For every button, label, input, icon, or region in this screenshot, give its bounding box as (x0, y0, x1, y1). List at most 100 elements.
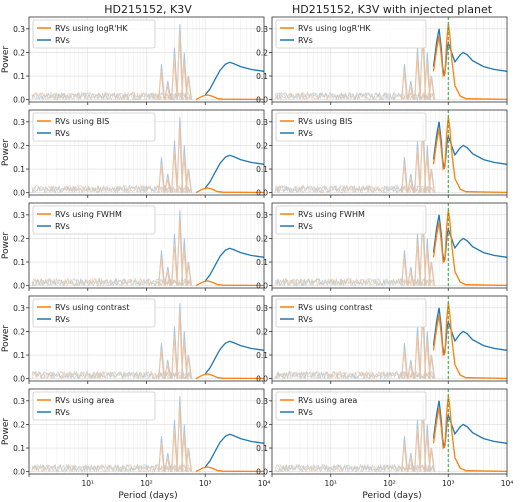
legend: RVs using logR'HK RVs (275, 19, 427, 49)
series-indicator-line (195, 466, 265, 473)
legend-label: RVs using BIS (55, 117, 109, 126)
series-indicator-line (195, 280, 265, 287)
legend-box (275, 391, 427, 421)
faded-peak-orange (164, 85, 171, 100)
panel-2-0: 0.0 0.1 0.2 0.3 Power RVs using FWHM RVs (1, 202, 265, 291)
faded-peak-orange (158, 443, 165, 472)
y-tick-label: 0.1 (13, 351, 25, 360)
series-indicator-line (195, 373, 265, 380)
x-tick-label: 10⁴ (258, 479, 271, 488)
faded-peak-orange (158, 350, 165, 379)
faded-peak-orange (428, 168, 435, 193)
col-title-left: HD215152, K3V (104, 3, 192, 16)
y-tick-label: 0.0 (256, 96, 268, 105)
faded-peak-orange (176, 33, 183, 100)
faded-peak-orange (171, 429, 178, 472)
y-tick-label: 0.3 (13, 118, 25, 127)
faded-peak-orange (401, 443, 408, 472)
y-tick-label: 0.2 (13, 234, 25, 243)
faded-peak-orange (181, 247, 188, 286)
faded-peak-orange (158, 257, 165, 286)
legend-label: RVs using FWHM (298, 210, 365, 219)
xlabel-left: Period (days) (118, 491, 177, 501)
faded-peak-orange (171, 150, 178, 193)
faded-peak-orange (428, 354, 435, 379)
legend-label: RVs using contrast (55, 303, 129, 312)
y-tick-label: 0.0 (256, 282, 268, 291)
x-tick-label: 10² (140, 479, 153, 488)
panel-1-1: 0.0 0.1 0.2 0.3 RVs using BIS RVs (256, 109, 508, 198)
legend-box (32, 298, 156, 328)
y-tick-label: 0.1 (13, 165, 25, 174)
faded-peak-orange (158, 164, 165, 193)
legend-box (32, 391, 156, 421)
faded-peak-orange (414, 57, 421, 100)
series-indicator-line (432, 24, 508, 101)
faded-peak-orange (158, 71, 165, 100)
x-tick-label: 10³ (199, 479, 212, 488)
panel-3-0: 0.0 0.1 0.2 0.3 Power RVs using contrast RVs (1, 295, 265, 384)
legend-label: RVs (298, 129, 313, 138)
faded-peak-orange (414, 150, 421, 193)
ylabel: Power (1, 325, 11, 353)
y-tick-label: 0.1 (256, 351, 268, 360)
y-tick-label: 0.0 (256, 189, 268, 198)
y-tick-label: 0.0 (13, 282, 25, 291)
legend: RVs using BIS RVs (275, 112, 427, 142)
faded-peak-orange (176, 126, 183, 193)
y-tick-label: 0.2 (256, 327, 268, 336)
faded-peak-orange (401, 164, 408, 193)
y-tick-label: 0.2 (256, 48, 268, 57)
faded-peak-orange (181, 433, 188, 472)
faded-peak-orange (424, 433, 431, 472)
legend: RVs using FWHM RVs (32, 205, 156, 235)
faded-peak-orange (171, 57, 178, 100)
legend-label: RVs (55, 129, 70, 138)
series-indicator-line (432, 117, 508, 194)
faded-peak-orange (407, 457, 414, 472)
faded-peak-orange (407, 85, 414, 100)
legend: RVs using FWHM RVs (275, 205, 427, 235)
faded-peak-orange (424, 154, 431, 193)
faded-peak-orange (164, 364, 171, 379)
series-indicator-line (432, 396, 508, 473)
y-tick-label: 0.3 (256, 118, 268, 127)
faded-peak-orange (428, 261, 435, 286)
col-title-right: HD215152, K3V with injected planet (292, 3, 493, 16)
y-tick-label: 0.1 (13, 72, 25, 81)
y-tick-label: 0.0 (256, 375, 268, 384)
legend: RVs using area RVs (32, 391, 156, 421)
series-rvs-line (204, 433, 265, 468)
y-tick-label: 0.3 (256, 397, 268, 406)
faded-peak-orange (185, 168, 192, 193)
x-tick-label: 10⁴ (501, 479, 514, 488)
y-tick-label: 0.2 (13, 420, 25, 429)
x-tick-label: 10¹ (324, 479, 337, 488)
series-rvs-line (432, 28, 508, 77)
series-rvs-line (204, 340, 265, 375)
series-indicator-line (432, 303, 508, 380)
y-tick-label: 0.0 (256, 468, 268, 477)
legend-label: RVs using area (298, 396, 357, 405)
y-tick-label: 0.1 (256, 72, 268, 81)
faded-peak-orange (164, 178, 171, 193)
faded-peak-orange (401, 257, 408, 286)
xlabel-right: Period (days) (362, 491, 421, 501)
y-tick-label: 0.2 (13, 141, 25, 150)
legend-label: RVs using logR'HK (298, 24, 371, 33)
panel-0-1: 0.0 0.1 0.2 0.3 RVs using logR'HK RVs (256, 16, 508, 105)
legend: RVs using area RVs (275, 391, 427, 421)
faded-peak-orange (164, 271, 171, 286)
legend-label: RVs (55, 222, 70, 231)
series-indicator-line (195, 94, 265, 101)
panel-1-0: 0.0 0.1 0.2 0.3 Power RVs using BIS RVs (1, 109, 265, 198)
legend-box (32, 112, 156, 142)
series-rvs-line (432, 307, 508, 356)
legend-box (32, 205, 156, 235)
y-tick-label: 0.1 (13, 258, 25, 267)
x-tick-label: 10² (383, 479, 396, 488)
faded-peak-orange (176, 312, 183, 379)
legend-label: RVs (55, 36, 70, 45)
legend-label: RVs (298, 408, 313, 417)
